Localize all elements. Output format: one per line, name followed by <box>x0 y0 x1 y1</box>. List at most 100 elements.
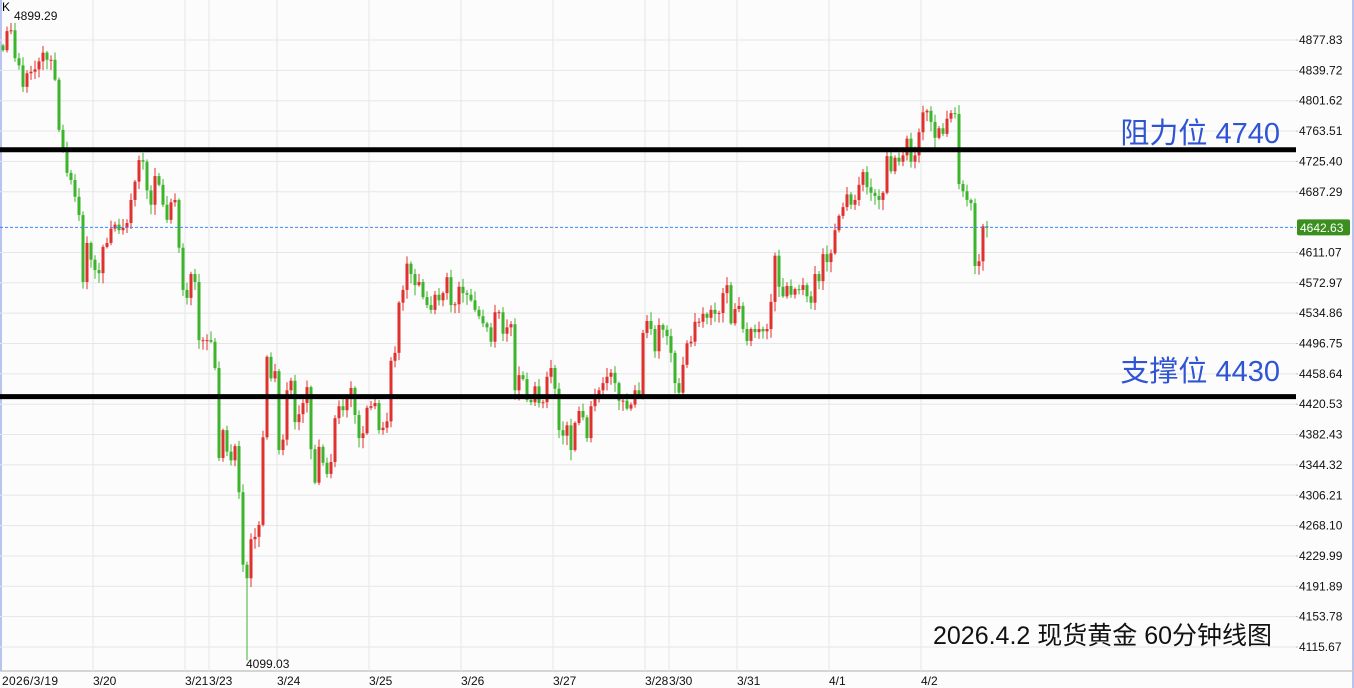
candle-up <box>301 403 305 415</box>
candle-up <box>853 199 857 205</box>
candle-down <box>117 224 121 231</box>
candle-up <box>737 305 741 310</box>
candle-up <box>881 192 885 200</box>
candle-up <box>397 302 401 353</box>
x-tick-label: 3/20 <box>93 674 117 688</box>
candle-up <box>813 274 817 303</box>
candle-down <box>321 446 325 463</box>
candle-up <box>593 396 597 407</box>
candle-down <box>313 449 317 483</box>
y-tick-label: 4153.78 <box>1299 610 1343 624</box>
candle-up <box>137 160 141 182</box>
candle-up <box>565 425 569 436</box>
candle-down <box>529 399 533 403</box>
candle-up <box>453 304 457 306</box>
candle-down <box>489 327 493 342</box>
candle-up <box>573 422 577 451</box>
candle-up <box>85 242 89 282</box>
candle-up <box>361 433 365 439</box>
candle-up <box>109 228 113 243</box>
candle-down <box>521 375 525 380</box>
candle-up <box>373 403 377 407</box>
candle-up <box>385 421 389 428</box>
y-tick-label: 4572.97 <box>1299 276 1343 290</box>
candle-up <box>821 254 825 282</box>
candle-up <box>949 113 953 119</box>
candle-up <box>249 539 253 579</box>
candle-up <box>769 301 773 329</box>
y-tick-label: 4458.64 <box>1299 367 1343 381</box>
candle-up <box>905 138 909 156</box>
y-tick-label: 4839.72 <box>1299 63 1343 77</box>
candle-down <box>241 492 245 565</box>
candle-up <box>285 390 289 440</box>
candle-down <box>525 379 529 400</box>
candle-up <box>721 293 725 314</box>
candle-down <box>93 259 97 271</box>
candle-down <box>341 406 345 411</box>
candle-down <box>141 160 145 162</box>
x-tick-label: 3/26 <box>461 674 485 688</box>
candle-up <box>41 52 45 62</box>
candle-up <box>765 328 769 332</box>
candle-up <box>917 132 921 156</box>
candle-down <box>145 161 149 191</box>
candle-down <box>185 289 189 298</box>
candle-down <box>473 300 477 310</box>
candle-down <box>481 316 485 324</box>
candle-down <box>713 309 717 314</box>
candle-down <box>81 215 85 282</box>
candle-up <box>497 312 501 314</box>
candle-up <box>505 327 509 334</box>
candle-up <box>493 312 497 342</box>
candle-up <box>829 253 833 263</box>
candle-down <box>177 199 181 248</box>
candle-down <box>553 367 557 389</box>
candle-up <box>37 61 41 70</box>
candle-down <box>705 313 709 318</box>
candle-up <box>921 112 925 133</box>
candle-down <box>413 274 417 286</box>
candle-down <box>309 387 313 450</box>
x-tick-label: 4/1 <box>829 674 846 688</box>
candle-down <box>865 172 869 188</box>
candle-up <box>441 293 445 301</box>
candle-down <box>469 294 473 301</box>
candle-up <box>509 324 513 328</box>
candle-down <box>165 204 169 220</box>
candle-down <box>1 45 5 51</box>
candle-down <box>465 293 469 295</box>
y-tick-label: 4763.51 <box>1299 124 1343 138</box>
candle-up <box>113 224 117 229</box>
candle-down <box>805 285 809 297</box>
candle-down <box>437 294 441 301</box>
candle-down <box>745 328 749 341</box>
candle-up <box>913 155 917 162</box>
candle-up <box>977 261 981 267</box>
candle-down <box>625 400 629 409</box>
candle-up <box>457 286 461 305</box>
candle-up <box>101 246 105 274</box>
candle-down <box>245 564 249 579</box>
candle-up <box>689 341 693 344</box>
candle-down <box>953 113 957 115</box>
candle-down <box>217 367 221 458</box>
candle-down <box>653 328 657 352</box>
candle-down <box>97 270 101 274</box>
y-tick-label: 4534.86 <box>1299 306 1343 320</box>
support-label: 支撑位 4430 <box>1120 356 1280 388</box>
candle-up <box>609 372 613 377</box>
candle-up <box>49 59 53 61</box>
x-tick-label: 3/27 <box>553 674 577 688</box>
candle-up <box>221 430 225 458</box>
candle-up <box>681 364 685 393</box>
candle-down <box>581 410 585 418</box>
candle-up <box>773 255 777 302</box>
candle-down <box>237 446 241 493</box>
candle-up <box>657 324 661 352</box>
candle-down <box>869 187 873 193</box>
candle-down <box>409 263 413 275</box>
candle-up <box>401 289 405 303</box>
candle-down <box>193 274 197 282</box>
candle-up <box>261 437 265 525</box>
